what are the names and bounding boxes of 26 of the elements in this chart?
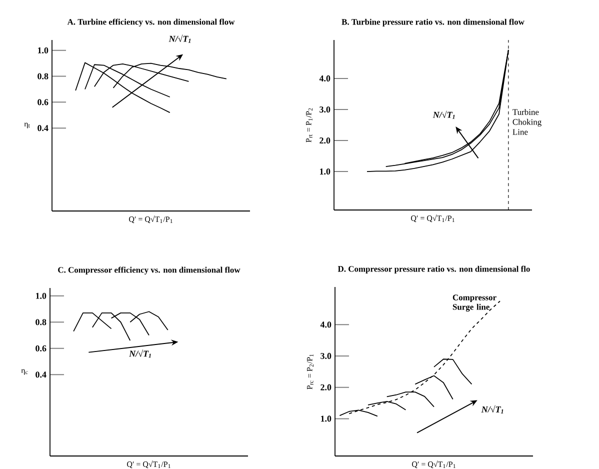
y-tick-label: 0.8 [36,319,46,326]
y-tick-label: 4.0 [319,75,330,82]
y-tick-label: 1.0 [320,168,330,175]
chart-title: C. Compressor efficiency vs. non dimensional flow [58,266,240,275]
y-tick-label: 1.0 [36,292,46,299]
chart-title: A. Turbine efficiency vs. non dimensional flow [67,18,235,27]
y-tick-label: 1.0 [320,416,332,422]
annotation: N/√T$_{1}$ [481,405,504,414]
annotation: Turbine Choking Line [512,108,542,135]
y-tick-label: 2.0 [320,137,330,144]
y-tick-label: 2.0 [320,384,332,390]
y-tick-label: 3.0 [320,106,330,113]
y-tick-label: 4.0 [320,322,332,328]
y-tick-label: 1.0 [38,47,48,54]
y-tick-label: 0.8 [38,73,48,80]
y-tick-label: 0.6 [36,345,46,352]
y-tick-label: 0.4 [36,372,46,378]
annotation: N/√T$_{1}$ [432,110,455,119]
series-label: Compressor Surge line [452,294,496,312]
chart-title: B. Turbine pressure ratio vs. non dimensional flow [342,18,524,26]
annotation: N/√T$_{1}$ [168,34,191,43]
y-tick-label: 0.4 [38,125,48,132]
chart-title: D. Compressor pressure ratio vs. non dimensional flo [338,266,530,274]
y-tick-label: 3.0 [320,352,332,360]
y-tick-label: 0.6 [38,99,48,106]
annotation: N/√T$_{1}$ [129,350,151,358]
